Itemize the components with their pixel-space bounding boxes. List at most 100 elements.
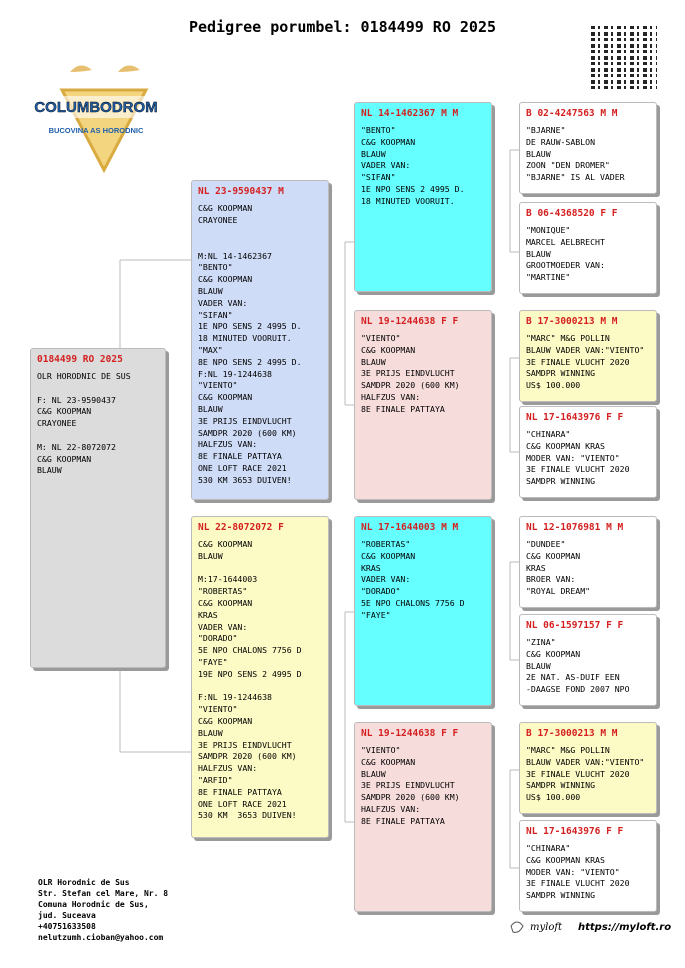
text-line: CRAYONEE [198, 214, 238, 225]
text-line: KRAS [198, 609, 218, 620]
address-line: jud. Suceava [38, 911, 96, 920]
address-line: Comuna Horodnic de Sus, [38, 900, 149, 909]
text-line: BLAUW [361, 768, 386, 779]
text-line: SAMDPR 2020 (600 KM) [361, 792, 460, 803]
pedigree-box: NL 19-1244638 F F "VIENTO" C&G KOOPMAN BLAU… [354, 722, 492, 912]
pedigree-box: B 17-3000213 M M "MARC" M&G POLLIN BLAUW V… [519, 310, 657, 402]
address-line: nelutzumh.cioban@yahoo.com [38, 933, 164, 942]
text-line: 3E FINALE VLUCHT 2020 [526, 768, 630, 779]
text-line: VADER VAN: [361, 160, 411, 171]
text-line: C&G KOOPMAN [526, 550, 581, 561]
text-line: "CHINARA" [526, 843, 571, 853]
text-line: 5E NPO CHALONS 7756 D [361, 597, 465, 608]
text-line: 3E PRIJS EINDVLUCHT [198, 415, 292, 426]
text-line: "BENTO" [198, 262, 233, 273]
ring-number: NL 19-1244638 F F [361, 316, 459, 327]
text-line: "FAYE" [361, 609, 391, 620]
text-line: C&G KOOPMAN [37, 453, 92, 464]
pedigree-box: NL 14-1462367 M M "BENTO" C&G KOOPMAN BLAUW… [354, 102, 492, 292]
ring-number: NL 22-8072072 F [198, 522, 284, 533]
ring-number: 0184499 RO 2025 [37, 354, 123, 365]
text-line: 3E FINALE VLUCHT 2020 [526, 356, 630, 367]
text-line: 8E FINALE PATTAYA [361, 403, 445, 414]
text-line: MODER VAN: "VIENTO" [526, 452, 620, 463]
text-line: BLAUW VADER VAN:"VIENTO" [526, 344, 645, 355]
text-line: "VIENTO" [198, 704, 238, 715]
ring-number: NL 06-1597157 F F [526, 620, 624, 631]
pedigree-box: B 17-3000213 M M "MARC" M&G POLLIN BLAUW V… [519, 722, 657, 814]
text-line: C&G KOOPMAN [198, 597, 253, 608]
text-line: GROOTMOEDER VAN: [526, 260, 605, 271]
ring-number: B 02-4247563 M M [526, 108, 618, 119]
address-line: +40751633508 [38, 922, 96, 931]
text-line: "FAYE" [198, 656, 228, 667]
text-line: "ROYAL DREAM" [526, 586, 591, 597]
pedigree-box: NL 17-1643976 F F "CHINARA" C&G KOOPMAN KR… [519, 406, 657, 498]
text-line: SAMDPR 2020 (600 KM) [361, 380, 460, 391]
text-line: M:NL 14-1462367 [198, 250, 272, 261]
text-line: "BENTO" [361, 125, 396, 135]
ring-number: NL 19-1244638 F F [361, 728, 459, 739]
text-line: 18 MINUTED VOORUIT. [198, 333, 292, 344]
text-line: VADER VAN: [198, 621, 248, 632]
address-line: Str. Stefan cel Mare, Nr. 8 [38, 889, 169, 898]
paragraph: "CHINARA" C&G KOOPMAN KRAS MODER VAN: "VIE… [526, 429, 650, 488]
text-line: 3E PRIJS EINDVLUCHT [198, 739, 292, 750]
text-line: "MAX" [198, 344, 223, 355]
logo: COLUMBODROM BUCOVINA AS HORODNIC [34, 65, 158, 174]
paragraph: F: NL 23-9590437 C&G KOOPMAN CRAYONEE [37, 395, 159, 430]
text-line: SAMDPR 2020 (600 KM) [198, 427, 297, 438]
brand: myloft [530, 922, 563, 933]
text-line: "VIENTO" [361, 745, 401, 755]
text-line: 8E FINALE PATTAYA [198, 786, 282, 797]
text-line: 19E NPO SENS 2 4995 D [198, 668, 302, 679]
paragraph: C&G KOOPMAN CRAYONEE [198, 203, 322, 227]
text-line: US$ 100.000 [526, 792, 581, 803]
paragraph: "MARC" M&G POLLIN BLAUW VADER VAN:"VIENTO… [526, 745, 650, 804]
text-line: ONE LOFT RACE 2021 [198, 798, 287, 809]
text-line: ZOON "DEN DROMER" [526, 160, 610, 171]
text-line: "MONIQUE" [526, 225, 571, 235]
paragraph: "MONIQUE" MARCEL AELBRECHT BLAUW GROOTMOEDE… [526, 225, 650, 284]
text-line: BLAUW [526, 660, 551, 671]
text-line: "ROBERTAS" [361, 539, 411, 549]
ring-number: B 06-4368520 F F [526, 208, 618, 219]
text-line: 3E FINALE VLUCHT 2020 [526, 464, 630, 475]
text-line: MODER VAN: "VIENTO" [526, 866, 620, 877]
text-line: SAMDPR WINNING [526, 890, 596, 901]
ring-number: NL 17-1643976 F F [526, 826, 624, 837]
pedigree-box: NL 19-1244638 F F "VIENTO" C&G KOOPMAN BLAU… [354, 310, 492, 500]
paragraph: "VIENTO" C&G KOOPMAN BLAUW 3E PRIJS EINDVLU… [361, 333, 485, 416]
logo-name: COLUMBODROM [34, 99, 157, 116]
text-line: "MARC" M&G POLLIN [526, 333, 610, 343]
text-line: "MARTINE" [526, 272, 571, 283]
paragraph: "BJARNE" DE RAUW-SABLON BLAUW ZOON "DEN DRO… [526, 125, 650, 184]
text-line: "ROBERTAS" [198, 586, 248, 597]
title: Pedigree porumbel: 0184499 RO 2025 [188, 18, 497, 36]
pedigree-box: 0184499 RO 2025 OLR HORODNIC DE SUS F: NL … [30, 348, 166, 668]
text-line: MARCEL AELBRECHT [526, 236, 605, 247]
text-line: US$ 100.000 [526, 380, 581, 391]
paragraph: "DUNDEE" C&G KOOPMAN KRAS BROER VAN: "ROYAL … [526, 539, 650, 598]
ring-number: NL 17-1643976 F F [526, 412, 624, 423]
text-line: 5E NPO CHALONS 7756 D [198, 645, 302, 656]
text-line: "DORADO" [198, 633, 238, 644]
text-line: "VIENTO" [361, 333, 401, 343]
text-line: HALFZUS VAN: [361, 391, 421, 402]
text-line: SAMDPR WINNING [526, 780, 596, 791]
text-line: C&G KOOPMAN [361, 550, 416, 561]
text-line: C&G KOOPMAN [198, 539, 253, 549]
text-line: "SIFAN" [198, 309, 233, 320]
brand-icon [510, 921, 524, 933]
text-line: 8E NPO SENS 2 4995 D. [198, 356, 302, 367]
text-line: 2E NAT. AS-DUIF EEN [526, 672, 620, 683]
text-line: F:NL 19-1244638 [198, 368, 272, 379]
pedigree-box: NL 12-1076981 M M "DUNDEE" C&G KOOPMAN KRAS… [519, 516, 657, 608]
text-line: C&G KOOPMAN [526, 648, 581, 659]
text-line: C&G KOOPMAN [198, 715, 253, 726]
text-line: SAMDPR WINNING [526, 476, 596, 487]
text-line: VADER VAN: [198, 297, 248, 308]
text-line: SAMDPR WINNING [526, 368, 596, 379]
text-line: 8E FINALE PATTAYA [361, 815, 445, 826]
